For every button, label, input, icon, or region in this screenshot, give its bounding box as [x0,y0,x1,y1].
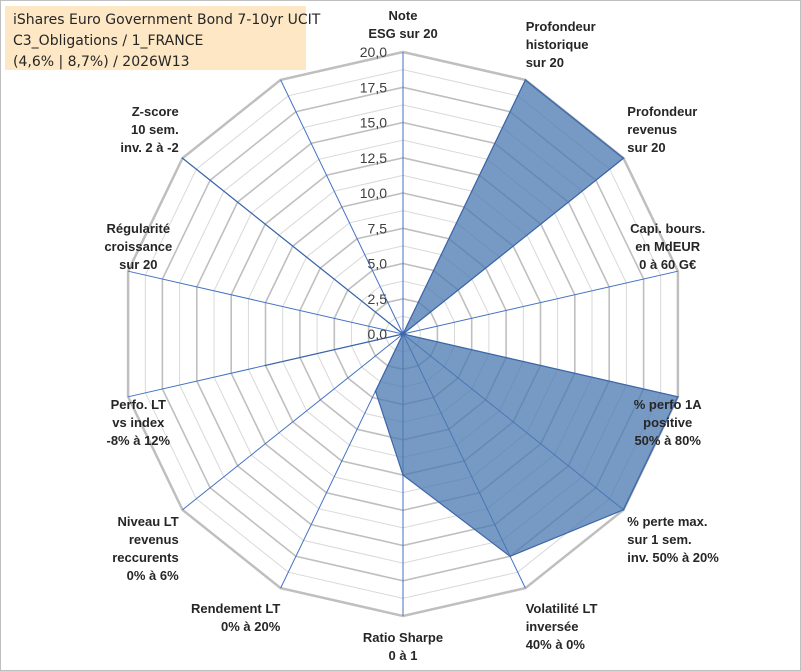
axis-label-line: sur 20 [627,140,665,155]
axis-label: Volatilité LT inversée 40% à 0% [526,601,598,652]
axis-label: Note ESG sur 20 [368,8,437,41]
axis-label-line: historique [526,37,589,52]
tick-label: 15,0 [360,115,387,131]
series-point [622,157,625,159]
axis-label: Niveau LT revenus reccurents 0% à 6% [112,514,179,583]
axis-label-line: % perte max. [627,514,707,529]
series-point [677,396,679,398]
axis-label: Perfo. LT vs index -8% à 12% [107,397,171,448]
axis-label: Régularité croissance sur 20 [104,221,172,272]
axis-label-line: Perfo. LT [111,397,166,412]
axis-label: Profondeur revenus sur 20 [627,104,697,155]
axis-label-line: 0 à 1 [389,648,418,663]
axis-spoke [182,333,404,511]
axis-spoke [280,79,404,335]
series-point [402,333,404,335]
axis-label-line: 40% à 0% [526,637,586,652]
axis-label-line: croissance [104,239,172,254]
axis-label-line: ESG sur 20 [368,26,437,41]
axis-label-line: % perfo 1A [634,397,703,412]
radar-axis-labels: Note ESG sur 20 Profondeur historique sur 20… [104,8,719,663]
chart-subtitle-category: C3_Obligations / 1_FRANCE [13,33,204,49]
series-point [181,157,184,159]
axis-label-line: 0% à 20% [221,619,281,634]
axis-label-line: inversée [526,619,579,634]
chart-title-box: iShares Euro Government Bond 7-10yr UCIT… [5,6,320,70]
axis-label-line: 0% à 6% [127,568,179,583]
axis-label-line: -8% à 12% [107,433,171,448]
tick-label: 17,5 [360,79,387,95]
axis-label-line: 0 à 60 G€ [639,257,696,272]
axis-label: % perte max. sur 1 sem. inv. 50% à 20% [627,514,719,565]
axis-label-line: sur 20 [526,55,564,70]
axis-label-line: Rendement LT [191,601,280,616]
axis-label: Z-score 10 sem. inv. 2 à -2 [120,104,178,155]
axis-label: Capi. bours. en MdEUR 0 à 60 G€ [630,221,705,272]
axis-spoke [127,270,404,335]
radar-series [181,78,679,558]
axis-label-line: inv. 2 à -2 [120,140,178,155]
series-point [622,509,625,511]
axis-label-line: revenus [627,122,677,137]
axis-label-line: 50% à 80% [634,433,701,448]
axis-label-line: reccurents [112,550,178,565]
axis-label-line: Profondeur [526,19,596,34]
axis-label-line: Régularité [107,221,171,236]
axis-label-line: revenus [129,532,179,547]
axis-label-line: Capi. bours. [630,221,705,236]
axis-label: Profondeur historique sur 20 [526,19,596,70]
chart-title: iShares Euro Government Bond 7-10yr UCIT [13,12,321,28]
axis-label: Ratio Sharpe 0 à 1 [363,630,443,663]
axis-label-line: Volatilité LT [526,601,598,616]
series-area [182,78,679,557]
series-point [509,555,511,558]
series-point [264,364,267,367]
series-point [524,79,527,81]
tick-label: 7,5 [368,220,388,236]
axis-label-line: Note [389,8,418,23]
axis-label-line: Ratio Sharpe [363,630,443,645]
tick-label: 20,0 [360,44,387,60]
axis-label-line: en MdEUR [635,239,701,254]
radar-tick-labels: 0,0 2,5 5,0 7,5 10,0 12,5 15,0 17,5 20,0 [360,44,387,342]
axis-label-line: Z-score [132,104,179,119]
axis-label: Rendement LT 0% à 20% [191,601,281,634]
series-point [402,474,404,476]
axis-label-line: sur 20 [119,257,157,272]
axis-label: % perfo 1A positive 50% à 80% [634,397,703,448]
tick-label: 12,5 [360,150,387,166]
tick-label: 10,0 [360,185,387,201]
axis-label-line: inv. 50% à 20% [627,550,719,565]
axis-label-line: 10 sem. [131,122,179,137]
axis-spoke [402,270,679,335]
axis-label-line: vs index [112,415,165,430]
tick-label: 2,5 [368,291,388,307]
tick-label: 5,0 [368,256,388,272]
chart-subtitle-period: (4,6% | 8,7%) / 2026W13 [13,54,190,70]
axis-label-line: sur 1 sem. [627,532,691,547]
axis-label-line: Niveau LT [118,514,179,529]
axis-label-line: Profondeur [627,104,697,119]
tick-label: 0,0 [368,326,388,342]
axis-label-line: positive [643,415,692,430]
series-point [374,390,377,393]
